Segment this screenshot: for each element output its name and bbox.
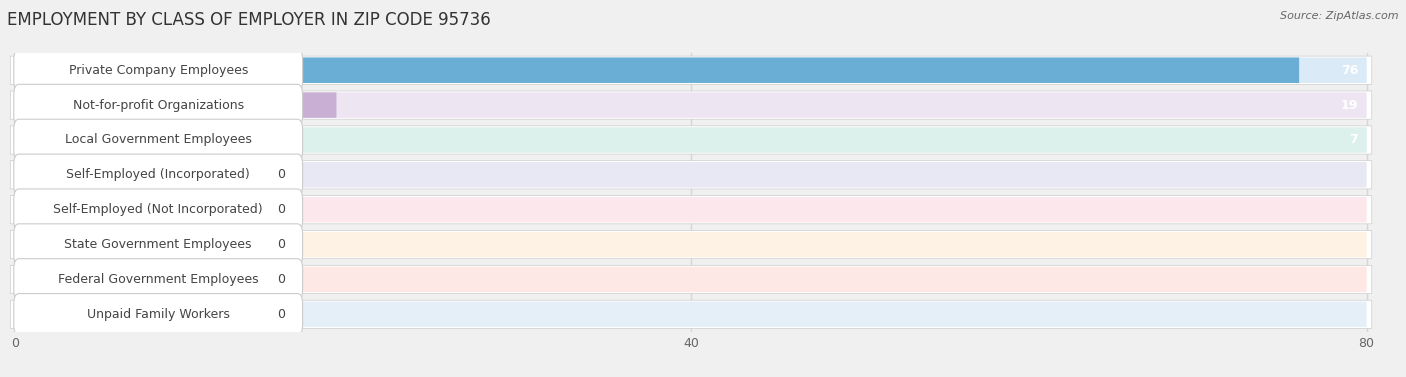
- FancyBboxPatch shape: [15, 197, 1367, 222]
- FancyBboxPatch shape: [14, 49, 302, 91]
- FancyBboxPatch shape: [15, 232, 252, 257]
- FancyBboxPatch shape: [15, 267, 1367, 292]
- FancyBboxPatch shape: [15, 57, 1367, 83]
- Text: 0: 0: [277, 238, 285, 251]
- Text: Self-Employed (Incorporated): Self-Employed (Incorporated): [66, 169, 250, 181]
- FancyBboxPatch shape: [15, 162, 1367, 188]
- FancyBboxPatch shape: [15, 92, 1367, 118]
- Text: 0: 0: [277, 308, 285, 321]
- FancyBboxPatch shape: [14, 84, 302, 126]
- FancyBboxPatch shape: [10, 300, 1372, 328]
- Text: State Government Employees: State Government Employees: [65, 238, 252, 251]
- Text: Source: ZipAtlas.com: Source: ZipAtlas.com: [1281, 11, 1399, 21]
- FancyBboxPatch shape: [10, 196, 1372, 224]
- Text: Federal Government Employees: Federal Government Employees: [58, 273, 259, 286]
- FancyBboxPatch shape: [10, 91, 1372, 119]
- FancyBboxPatch shape: [15, 232, 1367, 257]
- FancyBboxPatch shape: [15, 57, 1299, 83]
- Text: 0: 0: [277, 203, 285, 216]
- FancyBboxPatch shape: [14, 189, 302, 230]
- FancyBboxPatch shape: [10, 265, 1372, 294]
- FancyBboxPatch shape: [10, 230, 1372, 259]
- FancyBboxPatch shape: [15, 197, 252, 222]
- Text: 7: 7: [1350, 133, 1358, 146]
- FancyBboxPatch shape: [15, 127, 1367, 153]
- FancyBboxPatch shape: [15, 127, 134, 153]
- FancyBboxPatch shape: [14, 294, 302, 335]
- Text: 19: 19: [1341, 99, 1358, 112]
- FancyBboxPatch shape: [14, 224, 302, 265]
- FancyBboxPatch shape: [15, 302, 252, 327]
- FancyBboxPatch shape: [14, 259, 302, 300]
- FancyBboxPatch shape: [10, 56, 1372, 84]
- FancyBboxPatch shape: [15, 267, 252, 292]
- Text: Self-Employed (Not Incorporated): Self-Employed (Not Incorporated): [53, 203, 263, 216]
- Text: Local Government Employees: Local Government Employees: [65, 133, 252, 146]
- FancyBboxPatch shape: [10, 126, 1372, 154]
- Text: EMPLOYMENT BY CLASS OF EMPLOYER IN ZIP CODE 95736: EMPLOYMENT BY CLASS OF EMPLOYER IN ZIP C…: [7, 11, 491, 29]
- FancyBboxPatch shape: [10, 161, 1372, 189]
- FancyBboxPatch shape: [15, 302, 1367, 327]
- FancyBboxPatch shape: [14, 154, 302, 196]
- Text: Private Company Employees: Private Company Employees: [69, 64, 247, 77]
- FancyBboxPatch shape: [15, 92, 336, 118]
- Text: 76: 76: [1341, 64, 1358, 77]
- FancyBboxPatch shape: [14, 119, 302, 161]
- FancyBboxPatch shape: [15, 162, 252, 188]
- Text: Unpaid Family Workers: Unpaid Family Workers: [87, 308, 229, 321]
- Text: 0: 0: [277, 273, 285, 286]
- Text: Not-for-profit Organizations: Not-for-profit Organizations: [73, 99, 243, 112]
- Text: 0: 0: [277, 169, 285, 181]
